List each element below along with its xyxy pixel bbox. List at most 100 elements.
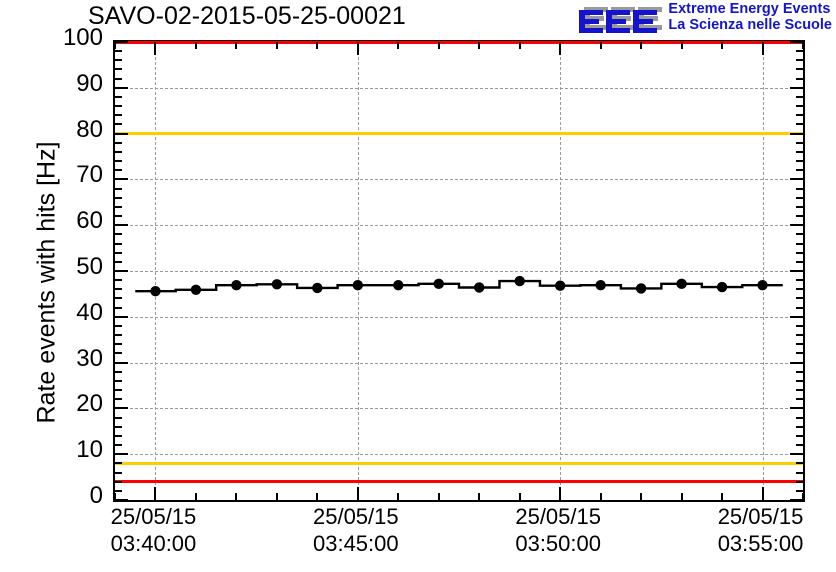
x-axis-tick bbox=[518, 493, 521, 500]
y-axis-tick bbox=[115, 123, 122, 126]
y-axis-tick-right bbox=[796, 334, 803, 337]
y-axis-tick-right bbox=[796, 160, 803, 163]
x-axis-tick bbox=[680, 493, 683, 500]
y-axis-tick-label: 90 bbox=[76, 69, 103, 97]
x-axis-tick-top bbox=[478, 42, 481, 49]
eee-logo-mark bbox=[576, 3, 663, 35]
gridline-horizontal bbox=[115, 362, 803, 364]
y-axis-tick bbox=[115, 324, 122, 327]
y-axis-tick-label: 40 bbox=[76, 298, 103, 326]
x-axis-tick bbox=[761, 487, 764, 500]
data-point-marker bbox=[716, 281, 728, 293]
y-axis-tick bbox=[115, 334, 122, 337]
gridline-horizontal bbox=[115, 87, 803, 89]
y-axis-tick bbox=[115, 389, 122, 392]
y-axis-tick-right bbox=[790, 407, 803, 410]
y-axis-tick bbox=[115, 462, 122, 465]
plot-inner bbox=[114, 41, 804, 501]
y-axis-tick bbox=[115, 205, 122, 208]
data-point-marker bbox=[757, 279, 768, 291]
y-axis-tick-right bbox=[796, 233, 803, 236]
data-point-marker bbox=[595, 279, 606, 291]
y-axis-tick bbox=[115, 315, 128, 318]
y-axis-tick-right bbox=[790, 361, 803, 364]
x-axis-tick-top bbox=[275, 42, 278, 49]
y-axis-tick-right bbox=[796, 196, 803, 199]
y-axis-tick bbox=[115, 169, 122, 172]
x-axis-tick-date: 25/05/15 bbox=[717, 504, 804, 529]
y-axis-tick-right bbox=[796, 370, 803, 373]
y-axis-tick-label: 80 bbox=[76, 115, 103, 143]
series-line bbox=[135, 279, 783, 293]
x-axis-tick bbox=[235, 493, 238, 500]
x-axis-tick-top bbox=[802, 42, 804, 49]
y-axis-tick bbox=[115, 352, 122, 355]
y-axis-tick-right bbox=[796, 169, 803, 172]
y-axis-tick-right bbox=[796, 324, 803, 327]
y-axis-tick bbox=[115, 434, 122, 437]
x-axis-tick bbox=[640, 493, 643, 500]
y-axis-tick-right bbox=[790, 270, 803, 272]
gridline-vertical bbox=[357, 42, 359, 500]
y-axis-tick-right bbox=[796, 279, 803, 282]
y-axis-tick bbox=[115, 95, 122, 98]
data-point-marker bbox=[190, 284, 202, 295]
data-point-marker bbox=[635, 283, 647, 294]
y-axis-tick bbox=[115, 288, 122, 291]
x-axis-tick-top bbox=[235, 42, 238, 49]
y-axis-tick-right bbox=[790, 178, 803, 181]
data-point-marker bbox=[231, 279, 242, 291]
x-axis-tick bbox=[154, 487, 157, 500]
x-axis-tick bbox=[478, 493, 481, 500]
x-axis-tick-top bbox=[154, 42, 157, 55]
y-axis-tick bbox=[115, 150, 122, 153]
x-axis-tick-top bbox=[194, 42, 197, 49]
logo-line-2: La Scienza nelle Scuole bbox=[668, 16, 832, 33]
gridline-horizontal bbox=[115, 408, 803, 410]
y-axis-tick-right bbox=[796, 398, 803, 401]
x-axis-tick-label: 25/05/15 03:55:00 bbox=[681, 504, 836, 558]
x-axis-tick-top bbox=[640, 42, 643, 49]
x-axis-tick bbox=[599, 493, 602, 500]
x-axis-tick-top bbox=[356, 42, 359, 55]
y-axis-tick-right bbox=[796, 50, 803, 53]
y-axis-tick bbox=[115, 242, 122, 245]
x-axis-tick bbox=[356, 487, 359, 500]
y-axis-tick bbox=[115, 425, 122, 428]
y-axis-tick bbox=[115, 453, 128, 456]
x-axis-tick-label: 25/05/15 03:50:00 bbox=[478, 504, 638, 558]
x-axis-tick bbox=[802, 493, 804, 500]
gridline-horizontal bbox=[115, 316, 803, 318]
gridline-vertical bbox=[762, 42, 764, 500]
eee-logo-text: Extreme Energy Events La Scienza nelle S… bbox=[668, 1, 832, 33]
y-axis-tick-right bbox=[796, 260, 803, 263]
y-axis-tick-label: 100 bbox=[62, 24, 103, 51]
y-axis-tick-right bbox=[790, 86, 803, 89]
x-axis-tick-top bbox=[761, 42, 764, 55]
x-axis-tick bbox=[194, 493, 197, 500]
y-axis-tick-right bbox=[796, 59, 803, 62]
y-axis-tick bbox=[115, 306, 122, 309]
data-point-marker bbox=[312, 282, 323, 294]
y-axis-tick bbox=[115, 480, 122, 483]
y-axis-tick-right bbox=[796, 141, 803, 144]
y-axis-tick-right bbox=[796, 68, 803, 71]
y-axis-tick bbox=[115, 132, 128, 135]
data-point-marker bbox=[554, 280, 566, 291]
gridline-vertical bbox=[560, 42, 562, 500]
y-axis-tick-right bbox=[796, 205, 803, 208]
y-axis-tick bbox=[115, 279, 122, 282]
y-axis-tick bbox=[115, 187, 122, 190]
y-axis-tick bbox=[115, 251, 122, 254]
y-axis-tick-right bbox=[796, 343, 803, 346]
x-axis-tick-top bbox=[680, 42, 683, 49]
y-axis-tick bbox=[115, 68, 122, 71]
data-point-marker bbox=[352, 279, 364, 291]
y-axis-tick-right bbox=[796, 95, 803, 98]
x-axis-tick-top bbox=[559, 42, 562, 55]
y-axis-tick-right bbox=[796, 306, 803, 309]
x-axis-tick bbox=[275, 493, 278, 500]
x-axis-tick-label: 25/05/15 03:40:00 bbox=[73, 504, 233, 558]
y-axis-tick bbox=[115, 270, 128, 272]
